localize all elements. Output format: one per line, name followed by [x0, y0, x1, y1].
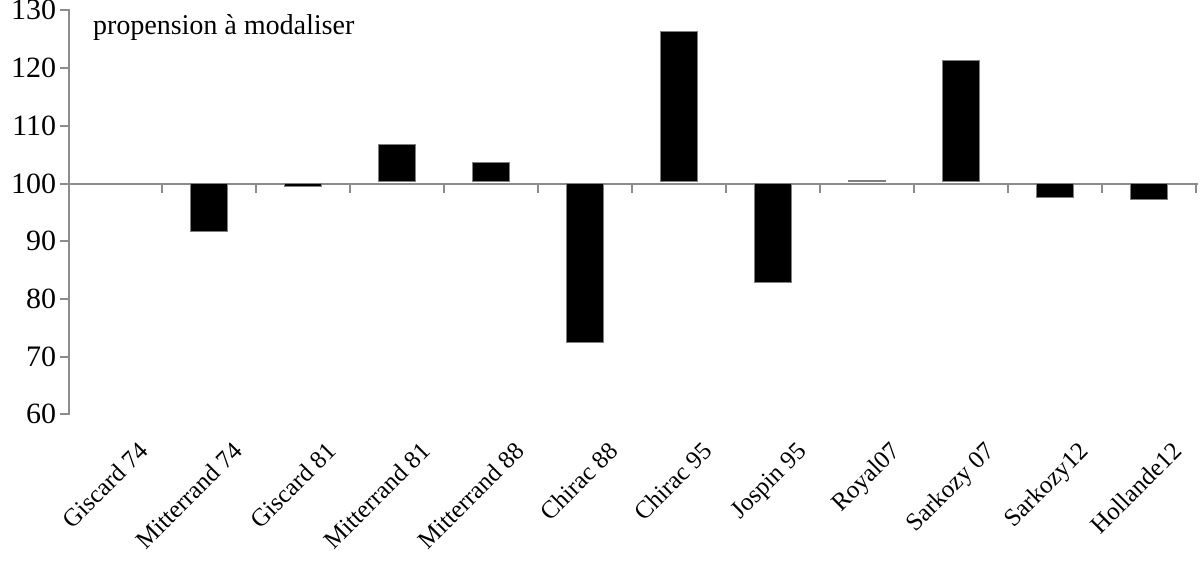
x-axis-tick — [161, 184, 163, 193]
x-axis-category-label: Chirac 88 — [535, 437, 624, 526]
y-axis-tick — [60, 413, 68, 416]
y-axis-tick — [60, 182, 68, 185]
x-axis-category-label: Hollande12 — [1085, 437, 1188, 539]
bar-chirac-88 — [566, 182, 604, 343]
y-axis-tick — [60, 240, 68, 243]
x-axis-tick — [349, 184, 351, 193]
x-axis-category-label: Sarkozy 07 — [900, 437, 1000, 537]
y-axis-tick — [60, 355, 68, 358]
bar-mitterrand-88 — [472, 162, 510, 183]
chart-title: propension à modaliser — [93, 10, 355, 41]
x-axis-line — [68, 182, 1198, 185]
x-axis-category-label: Giscard 81 — [245, 437, 342, 534]
x-axis-category-label: Chirac 95 — [629, 437, 718, 526]
x-axis-tick — [537, 184, 539, 193]
x-axis-category-label: Sarkozy12 — [998, 437, 1094, 532]
x-axis-tick — [1101, 184, 1103, 193]
bar-royal07 — [848, 179, 886, 183]
y-axis-tick-label: 100 — [11, 166, 56, 200]
x-axis-tick — [1007, 184, 1009, 193]
bar-mitterrand-74 — [190, 182, 228, 232]
y-axis-line — [68, 9, 70, 416]
x-axis-tick — [819, 184, 821, 193]
y-axis-tick-label: 120 — [11, 51, 56, 85]
y-axis-tick — [60, 297, 68, 300]
y-axis-tick-label: 110 — [12, 108, 56, 142]
y-axis-tick-label: 60 — [26, 397, 56, 431]
y-axis-tick-label: 90 — [26, 224, 56, 258]
x-axis-tick — [443, 184, 445, 193]
y-axis-tick-label: 80 — [26, 281, 56, 315]
x-axis-tick — [631, 184, 633, 193]
bar-mitterrand-81 — [378, 143, 416, 183]
bar-hollande12 — [1130, 182, 1168, 200]
bar-chirac-95 — [660, 30, 698, 183]
x-axis-category-label: Jospin 95 — [725, 437, 812, 524]
y-axis-tick — [60, 124, 68, 127]
x-axis-category-label: Giscard 74 — [57, 437, 154, 534]
bar-sarkozy12 — [1036, 182, 1074, 199]
bar-jospin-95 — [754, 182, 792, 284]
y-axis-tick — [60, 9, 68, 12]
bar-sarkozy-07 — [942, 59, 980, 183]
y-axis-tick-label: 130 — [11, 0, 56, 27]
x-axis-tick — [913, 184, 915, 193]
x-axis-tick — [255, 184, 257, 193]
x-axis-tick — [1195, 184, 1197, 193]
bar-giscard-81 — [284, 182, 322, 187]
x-axis-category-label: Royal07 — [826, 437, 906, 517]
y-axis-tick — [60, 67, 68, 70]
y-axis-tick-label: 70 — [26, 339, 56, 373]
x-axis-tick — [725, 184, 727, 193]
